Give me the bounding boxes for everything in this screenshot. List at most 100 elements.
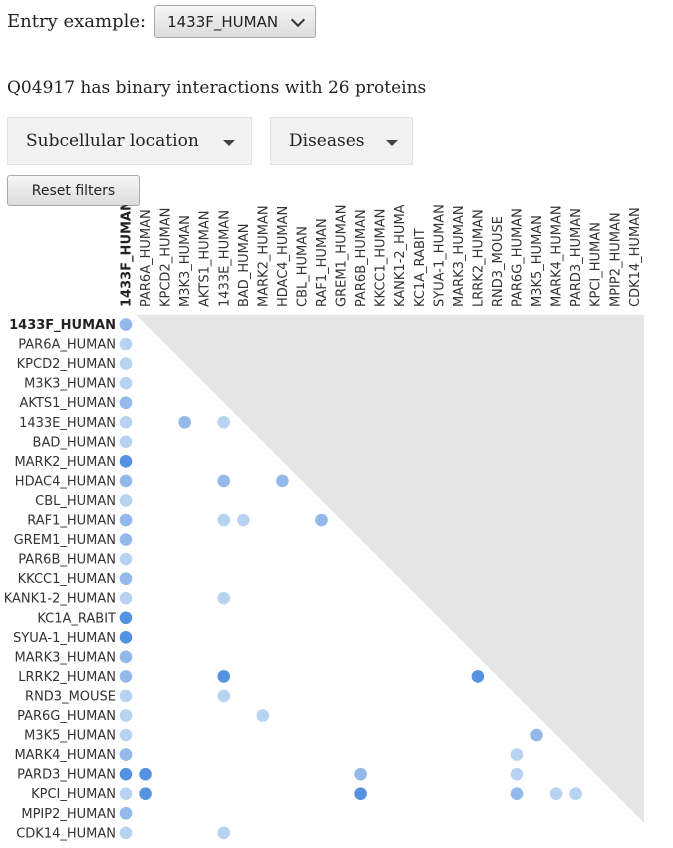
entry-example-row: Entry example: 1433F_HUMAN	[7, 5, 317, 38]
interaction-dot[interactable]	[119, 709, 133, 722]
row-label: KANK1-2_HUMAN	[4, 592, 116, 607]
interaction-dot[interactable]	[237, 513, 250, 527]
column-label: MARK3_HUMAN	[452, 205, 467, 307]
interaction-dot[interactable]	[217, 415, 231, 429]
interaction-dot[interactable]	[119, 787, 133, 800]
row-label: LRRK2_HUMAN	[18, 670, 116, 685]
interaction-dot[interactable]	[119, 689, 133, 703]
diseases-label: Diseases	[289, 131, 365, 151]
column-label: MARK4_HUMAN	[550, 205, 565, 307]
column-label: CBL_HUMAN	[295, 226, 310, 307]
interaction-dot[interactable]	[119, 357, 133, 370]
row-label: RAF1_HUMAN	[27, 514, 116, 529]
interaction-dot[interactable]	[119, 552, 133, 566]
interaction-dot[interactable]	[217, 474, 231, 488]
row-label: 1433F_HUMAN	[9, 318, 116, 333]
interaction-dot[interactable]	[315, 513, 328, 527]
entry-select-dropdown[interactable]: 1433F_HUMAN	[154, 5, 317, 38]
column-label: M3K3_HUMAN	[178, 215, 193, 307]
row-label: MARK4_HUMAN	[14, 748, 116, 763]
interaction-dot[interactable]	[354, 767, 367, 781]
interaction-dot[interactable]	[217, 591, 231, 605]
interaction-dot[interactable]	[354, 787, 367, 800]
row-label: KKCC1_HUMAN	[18, 572, 116, 587]
column-label: KANK1-2_HUMAN	[393, 195, 408, 307]
row-label: AKTS1_HUMAN	[20, 396, 117, 411]
column-label: KPCD2_HUMAN	[159, 208, 174, 307]
interaction-dot[interactable]	[119, 435, 133, 449]
interaction-dot[interactable]	[119, 591, 133, 605]
interaction-dot[interactable]	[119, 728, 133, 742]
column-label: RND3_MOUSE	[491, 216, 506, 307]
interaction-dot[interactable]	[178, 415, 191, 429]
interaction-dot[interactable]	[217, 826, 231, 840]
entry-select-value: 1433F_HUMAN	[167, 12, 279, 31]
row-label: MARK3_HUMAN	[14, 650, 116, 665]
interaction-dot[interactable]	[510, 767, 524, 781]
column-label: PAR6A_HUMAN	[139, 209, 154, 307]
interaction-dot[interactable]	[471, 670, 485, 683]
subcellular-location-filter[interactable]: Subcellular location	[7, 117, 252, 165]
interaction-dot[interactable]	[549, 787, 563, 800]
interaction-dot[interactable]	[510, 748, 524, 761]
interaction-dot[interactable]	[530, 728, 543, 742]
column-label: PAR6G_HUMAN	[511, 208, 526, 307]
interaction-dot[interactable]	[119, 806, 133, 820]
interaction-dot[interactable]	[256, 709, 270, 722]
interaction-dot[interactable]	[217, 670, 231, 683]
column-label: KC1A_RABIT	[413, 228, 428, 307]
interaction-dot[interactable]	[119, 513, 133, 527]
interaction-dot[interactable]	[217, 689, 231, 703]
row-label: KPCD2_HUMAN	[17, 357, 116, 372]
caret-down-icon	[386, 140, 398, 146]
column-label: 1433F_HUMAN	[120, 200, 135, 307]
interaction-dot[interactable]	[119, 474, 133, 488]
interaction-dot[interactable]	[119, 611, 133, 625]
row-label: RND3_MOUSE	[25, 689, 116, 704]
interaction-dot[interactable]	[276, 474, 289, 488]
row-label: PAR6B_HUMAN	[18, 553, 116, 568]
interaction-dot[interactable]	[119, 767, 133, 781]
caret-down-icon	[223, 140, 235, 146]
diseases-filter[interactable]: Diseases	[270, 117, 413, 165]
interaction-dot[interactable]	[139, 767, 152, 781]
column-label: RAF1_HUMAN	[315, 218, 330, 307]
interaction-dot[interactable]	[217, 513, 231, 527]
reset-filters-button[interactable]: Reset filters	[7, 175, 140, 206]
row-label: M3K5_HUMAN	[24, 729, 116, 744]
column-label: MARK2_HUMAN	[256, 205, 271, 307]
interaction-dot[interactable]	[139, 787, 152, 800]
interaction-dot[interactable]	[119, 415, 133, 429]
interaction-dot[interactable]	[119, 376, 133, 390]
row-label: M3K3_HUMAN	[24, 377, 116, 392]
interaction-dot[interactable]	[119, 494, 133, 507]
interaction-dot[interactable]	[119, 455, 133, 468]
interaction-dot[interactable]	[119, 396, 133, 410]
interaction-dot[interactable]	[119, 650, 133, 664]
interaction-summary: Q04917 has binary interactions with 26 p…	[7, 78, 427, 98]
interaction-dot[interactable]	[119, 748, 133, 761]
row-label: KC1A_RABIT	[37, 611, 116, 626]
interaction-dot[interactable]	[119, 533, 133, 546]
row-label: GREM1_HUMAN	[14, 533, 116, 548]
column-label: SYUA-1_HUMAN	[432, 204, 447, 307]
interaction-dot[interactable]	[569, 787, 582, 800]
row-label: PAR6G_HUMAN	[17, 709, 116, 724]
column-label: CDK14_HUMAN	[628, 207, 643, 307]
row-label: SYUA-1_HUMAN	[13, 631, 116, 646]
column-label: AKTS1_HUMAN	[198, 210, 213, 307]
interaction-dot[interactable]	[119, 337, 133, 351]
interaction-dot[interactable]	[119, 318, 133, 331]
row-label: PARD3_HUMAN	[17, 768, 116, 783]
row-label: CDK14_HUMAN	[16, 826, 116, 841]
column-label: GREM1_HUMAN	[335, 205, 350, 307]
interaction-dot[interactable]	[119, 631, 133, 644]
column-label: PARD3_HUMAN	[569, 208, 584, 307]
row-label: BAD_HUMAN	[33, 435, 116, 450]
column-label: PAR6B_HUMAN	[354, 209, 369, 307]
interaction-dot[interactable]	[119, 572, 133, 585]
interaction-dot[interactable]	[119, 826, 133, 840]
interaction-dot[interactable]	[510, 787, 524, 800]
interaction-dot[interactable]	[119, 670, 133, 683]
